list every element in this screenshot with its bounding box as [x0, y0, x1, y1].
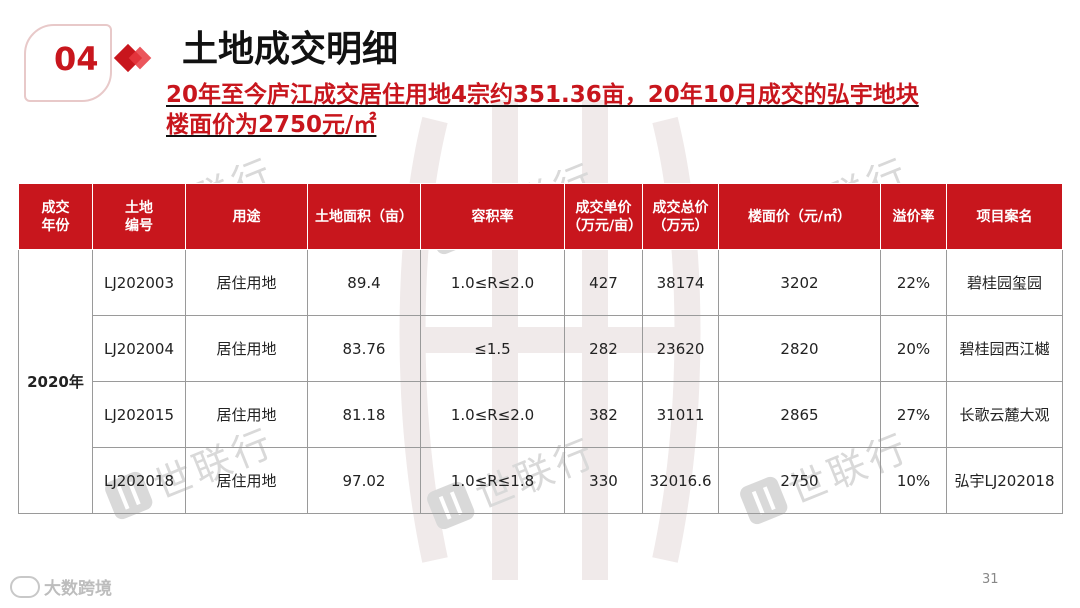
- cell-use: 居住用地: [185, 381, 308, 448]
- table-row: LJ202018 居住用地 97.02 1.0≤R≤1.8 330 32016.…: [19, 447, 1063, 514]
- cell-premium: 27%: [880, 381, 947, 448]
- cell-far: 1.0≤R≤2.0: [420, 381, 565, 448]
- cell-far: 1.0≤R≤1.8: [420, 447, 565, 514]
- cell-use: 居住用地: [185, 315, 308, 382]
- cell-floor-price: 2865: [718, 381, 881, 448]
- cell-use: 居住用地: [185, 249, 308, 316]
- footer-brand: 大数跨境: [10, 574, 112, 599]
- cell-premium: 22%: [880, 249, 947, 316]
- column-header-year: 成交 年份: [18, 183, 93, 250]
- cell-unit-price: 427: [564, 249, 643, 316]
- table-row: 2020年 LJ202003 居住用地 89.4 1.0≤R≤2.0 427 3…: [18, 249, 1063, 514]
- column-header-premium: 溢价率: [880, 183, 947, 250]
- cell-floor-price: 2820: [718, 315, 881, 382]
- cell-area: 89.4: [307, 249, 421, 316]
- column-header-far: 容积率: [420, 183, 565, 250]
- cell-project: 长歌云麓大观: [946, 381, 1063, 448]
- page-number: 31: [982, 572, 999, 587]
- cell-floor-price: 3202: [718, 249, 881, 316]
- subtitle-line-2: 楼面价为2750元/㎡: [166, 112, 377, 138]
- subtitle-line-1: 20年至今庐江成交居住用地4宗约351.36亩，20年10月成交的弘宇地块: [166, 82, 919, 108]
- section-number: 04: [54, 40, 99, 78]
- cell-total-price: 23620: [642, 315, 719, 382]
- section-badge: [24, 24, 112, 102]
- cell-area: 97.02: [307, 447, 421, 514]
- cell-total-price: 31011: [642, 381, 719, 448]
- cell-premium: 10%: [880, 447, 947, 514]
- cell-code: LJ202015: [92, 381, 186, 448]
- column-header-unit-price: 成交单价 （万元/亩）: [564, 183, 643, 250]
- cell-unit-price: 382: [564, 381, 643, 448]
- column-header-code: 土地 编号: [92, 183, 186, 250]
- cell-code: LJ202003: [92, 249, 186, 316]
- cell-area: 83.76: [307, 315, 421, 382]
- cell-code: LJ202004: [92, 315, 186, 382]
- cell-total-price: 32016.6: [642, 447, 719, 514]
- cell-far: ≤1.5: [420, 315, 565, 382]
- column-header-total-price: 成交总价 （万元）: [642, 183, 719, 250]
- column-header-use: 用途: [185, 183, 308, 250]
- column-header-project: 项目案名: [946, 183, 1063, 250]
- land-transaction-table: 成交 年份 土地 编号 用途 土地面积（亩） 容积率 成交单价 （万元/亩） 成交总价…: [18, 183, 1063, 514]
- cell-area: 81.18: [307, 381, 421, 448]
- column-header-area: 土地面积（亩）: [307, 183, 421, 250]
- cell-total-price: 38174: [642, 249, 719, 316]
- cell-floor-price: 2750: [718, 447, 881, 514]
- cell-far: 1.0≤R≤2.0: [420, 249, 565, 316]
- year-cell: 2020年: [18, 249, 93, 514]
- subtitle: 20年至今庐江成交居住用地4宗约351.36亩，20年10月成交的弘宇地块 楼面…: [166, 80, 1046, 140]
- table-row: LJ202004 居住用地 83.76 ≤1.5 282 23620 2820 …: [19, 315, 1063, 382]
- table-header-row: 成交 年份 土地 编号 用途 土地面积（亩） 容积率 成交单价 （万元/亩） 成交总价…: [18, 183, 1063, 250]
- cell-unit-price: 330: [564, 447, 643, 514]
- page-title: 土地成交明细: [182, 29, 399, 70]
- cell-code: LJ202018: [92, 447, 186, 514]
- cell-use: 居住用地: [185, 447, 308, 514]
- column-header-floor-price: 楼面价（元/㎡）: [718, 183, 881, 250]
- cell-project: 碧桂园玺园: [946, 249, 1063, 316]
- table-row: LJ202015 居住用地 81.18 1.0≤R≤2.0 382 31011 …: [19, 381, 1063, 448]
- cell-unit-price: 282: [564, 315, 643, 382]
- cell-project: 碧桂园西江樾: [946, 315, 1063, 382]
- cell-premium: 20%: [880, 315, 947, 382]
- brand-logo-icon: [10, 575, 40, 598]
- cell-project: 弘宇LJ202018: [946, 447, 1063, 514]
